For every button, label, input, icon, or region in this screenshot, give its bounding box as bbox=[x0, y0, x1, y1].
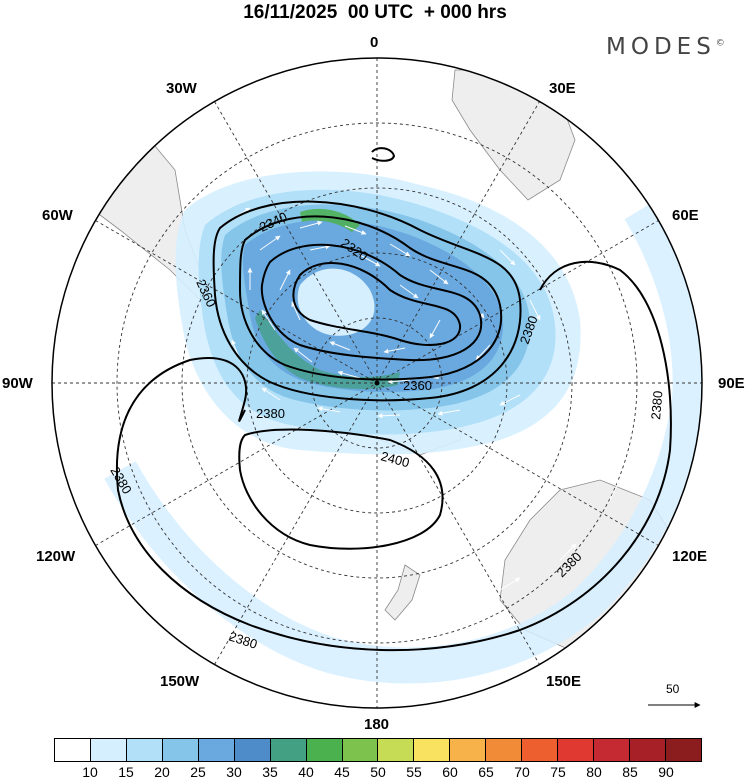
colorbar-swatch bbox=[665, 739, 701, 761]
colorbar-tick-label: 70 bbox=[514, 764, 530, 780]
colorbar-tick-label: 65 bbox=[478, 764, 494, 780]
colorbar-swatch bbox=[270, 739, 307, 761]
contour-label: 2380 bbox=[648, 390, 665, 420]
contour-label: 2400 bbox=[379, 448, 411, 470]
contour-label: 2360 bbox=[403, 378, 432, 393]
colorbar-swatch bbox=[378, 739, 415, 761]
colorbar-tick-label: 90 bbox=[658, 764, 674, 780]
colorbar-swatch bbox=[198, 739, 235, 761]
land-new-zealand bbox=[384, 564, 421, 621]
contour-2380-b bbox=[238, 428, 444, 550]
lon-label-30e: 30E bbox=[549, 80, 576, 97]
colorbar-tick-label: 60 bbox=[442, 764, 458, 780]
colorbar-swatch bbox=[522, 739, 559, 761]
colorbar bbox=[54, 738, 702, 762]
south-pole-marker bbox=[374, 380, 380, 386]
contour-2320-inner bbox=[292, 262, 462, 346]
colorbar-swatch bbox=[594, 739, 630, 761]
lon-label-60w: 60W bbox=[42, 207, 73, 224]
geopotential-contours bbox=[115, 147, 672, 652]
latitude-ring-60 bbox=[181, 187, 573, 579]
colorbar-swatch bbox=[162, 739, 199, 761]
lon-label-150w: 150W bbox=[160, 673, 200, 690]
colorbar-swatch bbox=[90, 739, 127, 761]
lon-label-120e: 120E bbox=[672, 548, 708, 565]
colorbar-swatch bbox=[486, 739, 523, 761]
lon-label-90w: 90W bbox=[2, 375, 33, 392]
colorbar-swatch bbox=[414, 739, 451, 761]
colorbar-swatch bbox=[558, 739, 595, 761]
lon-label-0: 0 bbox=[370, 34, 379, 51]
shade-hole bbox=[297, 268, 375, 336]
colorbar-tick-label: 25 bbox=[190, 764, 206, 780]
contour-2380 bbox=[115, 260, 672, 652]
map-boundary bbox=[51, 57, 703, 709]
contour-2320 bbox=[260, 243, 483, 362]
colorbar-tick-label: 55 bbox=[406, 764, 422, 780]
contour-2340 bbox=[238, 215, 503, 381]
lon-label-180: 180 bbox=[364, 716, 390, 733]
colorbar-tick-label: 75 bbox=[550, 764, 566, 780]
modes-logo: MODES© bbox=[606, 34, 725, 60]
vector-scale-label: 50 bbox=[666, 682, 680, 696]
wind-vectors bbox=[149, 207, 651, 623]
colorbar-swatch bbox=[234, 739, 271, 761]
colorbar-tick-label: 80 bbox=[586, 764, 602, 780]
contour-2360 bbox=[212, 200, 522, 402]
contour-label: 2380 bbox=[256, 406, 285, 421]
lon-label-90e: 90E bbox=[718, 375, 745, 392]
colorbar-tick-label: 20 bbox=[154, 764, 170, 780]
colorbar-swatch bbox=[630, 739, 666, 761]
colorbar-tick-label: 10 bbox=[82, 764, 98, 780]
lon-label-30w: 30W bbox=[166, 80, 197, 97]
colorbar-tick-label: 50 bbox=[370, 764, 386, 780]
colorbar-tick-label: 45 bbox=[334, 764, 350, 780]
colorbar-tick-label: 15 bbox=[118, 764, 134, 780]
colorbar-swatch bbox=[450, 739, 487, 761]
colorbar-swatch bbox=[126, 739, 163, 761]
lon-label-60e: 60E bbox=[672, 207, 699, 224]
contour-2360-b bbox=[371, 147, 396, 162]
colorbar-swatch bbox=[306, 739, 343, 761]
colorbar-tick-label: 40 bbox=[298, 764, 314, 780]
colorbar-swatch bbox=[55, 739, 91, 761]
brand-mark: © bbox=[715, 38, 725, 49]
colorbar-tick-label: 35 bbox=[262, 764, 278, 780]
brand-name: MODES bbox=[606, 34, 716, 60]
lon-label-120w: 120W bbox=[36, 548, 76, 565]
map-title: 16/11/2025 00 UTC + 000 hrs bbox=[243, 2, 507, 23]
shade-35 bbox=[255, 310, 400, 390]
colorbar-tick-label: 30 bbox=[226, 764, 242, 780]
colorbar-swatch bbox=[342, 739, 379, 761]
shade-15-ring bbox=[104, 200, 702, 684]
lon-label-150e: 150E bbox=[546, 673, 582, 690]
colorbar-tick-label: 85 bbox=[622, 764, 638, 780]
